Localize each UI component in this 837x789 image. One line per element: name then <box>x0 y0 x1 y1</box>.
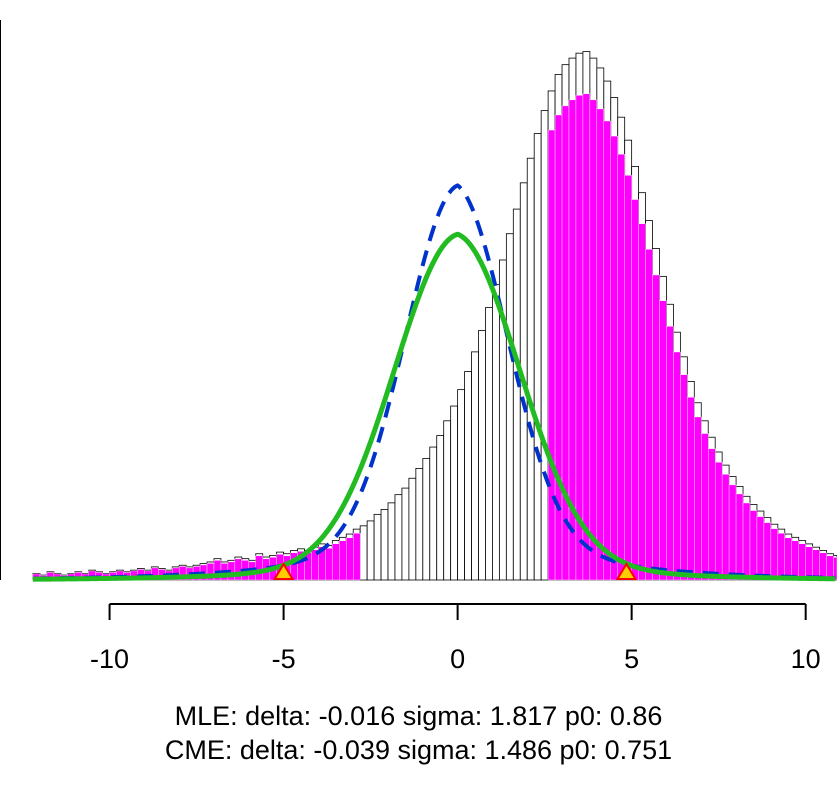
histogram-bin <box>415 467 424 581</box>
x-tick-label: 0 <box>450 644 465 674</box>
tail-bin <box>749 510 758 581</box>
caption-mle: MLE: delta: -0.016 sigma: 1.817 p0: 0.86 <box>174 701 663 731</box>
tail-bin <box>701 433 709 581</box>
histogram-bin <box>505 233 514 581</box>
histogram-bin <box>443 420 452 581</box>
tail-bin <box>575 95 584 581</box>
tail-bin <box>770 528 779 581</box>
tail-bin <box>805 546 813 581</box>
histogram-bin <box>492 284 500 581</box>
histogram-bin <box>422 458 431 581</box>
histogram-bin <box>471 351 479 581</box>
tail-bin <box>346 537 354 581</box>
x-tick-label: 5 <box>624 644 639 674</box>
tail-bin <box>694 416 702 581</box>
tail-bin <box>735 493 744 581</box>
tail-bin <box>617 154 625 581</box>
tail-bin <box>687 397 695 581</box>
caption-cme: CME: delta: -0.039 sigma: 1.486 p0: 0.75… <box>164 735 673 765</box>
histogram-bin <box>485 307 493 581</box>
histogram-bin <box>380 509 389 581</box>
histogram-bin <box>359 525 368 581</box>
tail-bin <box>561 105 570 581</box>
histogram-bin <box>533 133 542 581</box>
histogram-bin <box>450 405 459 581</box>
histogram-bin <box>540 110 549 581</box>
tail-bin <box>638 223 646 581</box>
tail-bin <box>603 120 611 581</box>
tail-bin <box>784 537 792 581</box>
tail-bin <box>791 540 799 581</box>
tail-bin <box>610 135 618 581</box>
tail-bin <box>721 474 730 581</box>
tail-bin <box>596 108 605 581</box>
density-curves <box>32 183 837 582</box>
tail-bin <box>255 555 263 581</box>
x-axis: -10 -5 0 5 10 <box>90 603 821 674</box>
histogram-bin <box>394 494 403 581</box>
histogram-bin <box>373 513 382 581</box>
tail-bin <box>666 326 674 581</box>
tail-bin <box>325 548 333 581</box>
tail-bin <box>798 543 806 581</box>
histogram-bin <box>512 208 521 581</box>
tail-bin <box>742 502 751 581</box>
tail-bin <box>714 462 723 581</box>
tail-highlight <box>32 93 837 581</box>
tail-bin <box>659 300 667 581</box>
histogram-bin <box>366 520 375 581</box>
tail-bin <box>547 129 556 581</box>
threshold-markers <box>272 562 638 580</box>
x-tick-label: -10 <box>90 644 129 674</box>
histogram-bin <box>464 371 472 581</box>
histogram-bin <box>387 502 396 581</box>
tail-bin <box>645 249 653 581</box>
x-tick-label: 10 <box>791 644 821 674</box>
tail-bin <box>353 532 361 581</box>
threshold-marker <box>615 562 638 580</box>
x-tick-label: -5 <box>272 644 296 674</box>
tail-bin <box>589 99 598 581</box>
tail-bin <box>708 448 716 581</box>
tail-bin <box>652 274 660 581</box>
tail-bin <box>777 532 785 581</box>
tail-bin <box>624 175 632 581</box>
histogram-bin <box>457 389 465 581</box>
histogram-bin <box>436 435 445 581</box>
tail-bin <box>728 484 737 581</box>
tail-bin <box>673 351 681 581</box>
histogram-bin <box>401 487 410 581</box>
tail-bin <box>680 374 688 581</box>
threshold-marker <box>272 562 295 580</box>
mle-density-curve <box>32 231 837 582</box>
tail-bin <box>332 543 340 581</box>
tail-bin <box>631 199 639 581</box>
histogram-bin <box>478 330 486 581</box>
histogram-bin <box>429 446 438 581</box>
tail-bin <box>582 93 591 581</box>
tail-bin <box>339 540 347 581</box>
tail-bin <box>756 516 765 581</box>
tail-bin <box>763 522 772 581</box>
histogram-bin <box>408 477 417 581</box>
histogram-bin <box>526 157 535 581</box>
